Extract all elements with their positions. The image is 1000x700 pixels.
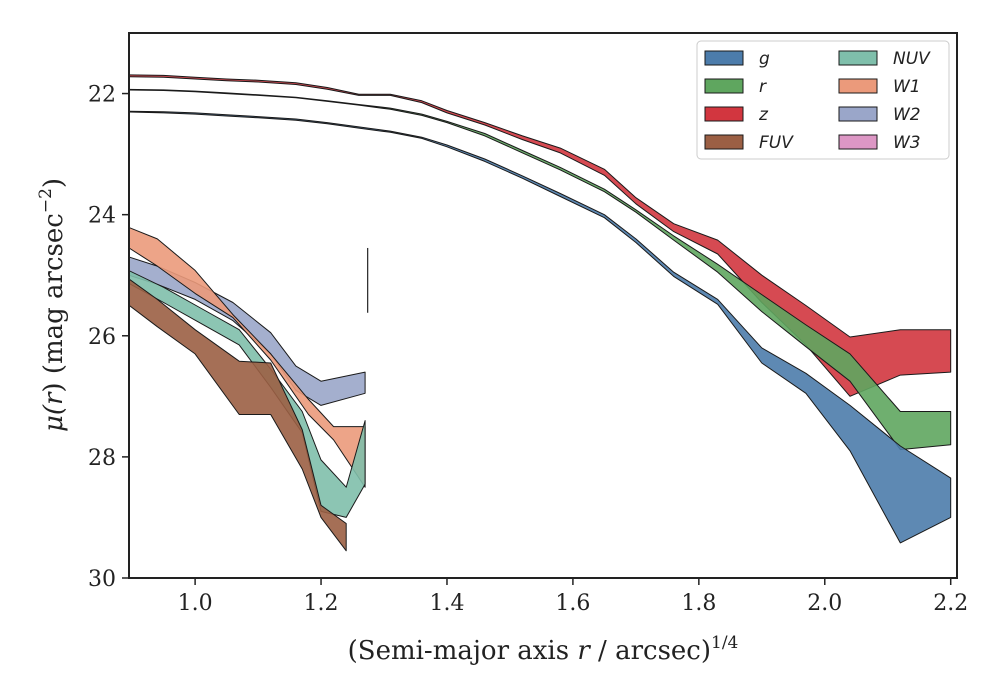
- y-axis-title: μ(r) (mag arcsec−2): [36, 178, 69, 432]
- y-tick-label: 30: [88, 567, 116, 592]
- band-g: [129, 110, 952, 544]
- legend-label-g: g: [759, 49, 770, 69]
- band-fuv: [129, 278, 347, 552]
- legend-swatch-nuv: [838, 50, 878, 66]
- legend-label-w3: W3: [893, 133, 921, 153]
- legend-swatch-z: [704, 106, 744, 122]
- legend-swatch-w2: [838, 106, 878, 122]
- x-tick-label: 1.4: [429, 591, 464, 616]
- x-tick-label: 1.0: [178, 591, 213, 616]
- y-tick-label: 24: [88, 204, 116, 229]
- legend: grz FUV NUV W1 W2 W3: [696, 40, 950, 160]
- legend-label-nuv: NUV: [893, 49, 931, 69]
- x-tick-label: 2.0: [807, 591, 842, 616]
- legend-frame: [696, 40, 950, 160]
- legend-label-r: r: [759, 77, 767, 97]
- band-z: [129, 74, 952, 397]
- plot-frame: [128, 32, 958, 579]
- legend-swatch-w1: [838, 78, 878, 94]
- x-tick-label: 1.2: [304, 591, 339, 616]
- legend-label-w2: W2: [893, 105, 921, 125]
- x-tick-label: 1.8: [681, 591, 716, 616]
- legend-swatch-fuv: [704, 134, 744, 150]
- x-tick-label: 2.2: [933, 591, 968, 616]
- band-w1: [129, 226, 366, 488]
- y-tick-label: 22: [88, 83, 116, 108]
- x-tick-label: 1.6: [555, 591, 590, 616]
- series-bands: [129, 74, 952, 552]
- y-tick-label: 28: [88, 446, 116, 471]
- x-axis-title: (Semi-major axis r / arcsec)1/4: [348, 633, 739, 666]
- legend-swatch-r: [704, 78, 744, 94]
- band-nuv: [129, 270, 366, 518]
- legend-label-fuv: FUV: [759, 133, 794, 153]
- band-r: [129, 88, 952, 451]
- legend-label-z: z: [758, 105, 769, 125]
- legend-swatch-w3: [838, 134, 878, 150]
- legend-label-w1: W1: [893, 77, 921, 97]
- y-tick-label: 26: [88, 325, 116, 350]
- legend-swatch-g: [704, 50, 744, 66]
- axis-ticks: 1.0 1.2 1.4 1.6 1.8 2.0 2.2 22 24 26 28 30: [88, 83, 968, 616]
